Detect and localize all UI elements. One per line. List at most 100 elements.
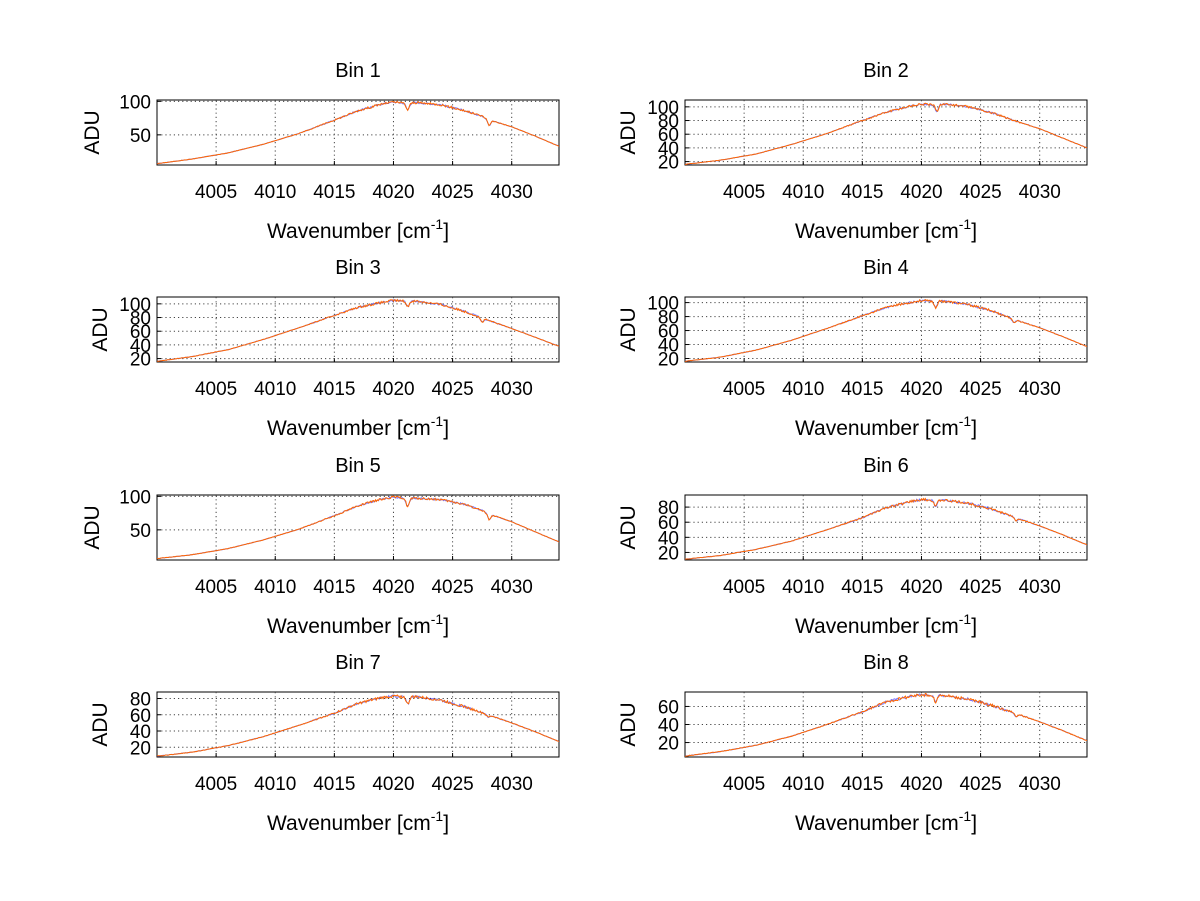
x-axis-label: Wavenumber [cm-1] — [267, 216, 449, 243]
y-tick-label: 60 — [658, 125, 679, 146]
y-tick-label: 20 — [130, 350, 151, 371]
y-axis-label: ADU — [617, 505, 640, 549]
x-tick-label: 4005 — [195, 379, 237, 400]
x-tick-label: 4005 — [195, 774, 237, 795]
y-tick-label: 60 — [130, 322, 151, 343]
y-tick-label: 60 — [658, 513, 679, 534]
y-tick-label: 100 — [647, 294, 679, 315]
x-tick-label: 4005 — [195, 182, 237, 203]
x-tick-label: 4005 — [723, 182, 765, 203]
x-axis-label-superscript: -1 — [431, 808, 444, 824]
x-tick-label: 4005 — [723, 379, 765, 400]
subplot-title: Bin 1 — [335, 60, 381, 82]
y-tick-label: 40 — [130, 722, 151, 743]
x-tick-label: 4030 — [491, 379, 533, 400]
x-axis-label: Wavenumber [cm-1] — [795, 216, 977, 243]
x-axis-label-superscript: -1 — [959, 611, 972, 627]
x-axis-label-end: ] — [971, 812, 977, 835]
x-tick-label: 4025 — [431, 182, 473, 203]
x-tick-label: 4015 — [313, 577, 355, 598]
x-tick-label: 4025 — [959, 774, 1001, 795]
y-tick-label: 40 — [658, 716, 679, 737]
x-tick-label: 4030 — [1019, 577, 1061, 598]
x-axis-label-end: ] — [443, 812, 449, 835]
x-axis-label-end: ] — [443, 615, 449, 638]
y-tick-label: 60 — [130, 706, 151, 727]
y-axis-label: ADU — [81, 505, 104, 549]
x-axis-label-main: Wavenumber [cm — [267, 812, 431, 835]
plot-area — [684, 494, 1088, 561]
y-tick-label: 40 — [658, 139, 679, 160]
x-axis-label-main: Wavenumber [cm — [267, 615, 431, 638]
y-tick-label: 80 — [130, 690, 151, 711]
x-tick-label: 4030 — [1019, 379, 1061, 400]
x-tick-label: 4005 — [723, 774, 765, 795]
y-tick-label: 20 — [658, 734, 679, 755]
x-tick-label: 4025 — [959, 182, 1001, 203]
x-tick-label: 4015 — [313, 182, 355, 203]
x-tick-label: 4010 — [254, 182, 296, 203]
x-tick-label: 4020 — [900, 379, 942, 400]
y-tick-label: 50 — [130, 521, 151, 542]
x-tick-label: 4025 — [959, 577, 1001, 598]
y-tick-label: 20 — [658, 543, 679, 564]
series-line-b — [685, 692, 1087, 757]
y-tick-label: 40 — [130, 336, 151, 357]
x-axis-label: Wavenumber [cm-1] — [267, 413, 449, 440]
y-tick-label: 80 — [658, 112, 679, 133]
x-tick-label: 4010 — [254, 577, 296, 598]
x-axis-label-superscript: -1 — [959, 413, 972, 429]
x-tick-label: 4020 — [372, 774, 414, 795]
series-line-b — [157, 495, 559, 560]
x-tick-label: 4010 — [782, 774, 824, 795]
x-axis-label-end: ] — [971, 417, 977, 440]
y-tick-label: 100 — [119, 487, 151, 508]
y-tick-label: 80 — [658, 308, 679, 329]
x-tick-label: 4010 — [254, 379, 296, 400]
y-axis-label: ADU — [617, 702, 640, 746]
y-tick-label: 40 — [658, 528, 679, 549]
x-tick-label: 4025 — [959, 379, 1001, 400]
subplot-title: Bin 5 — [335, 455, 381, 477]
subplot-title: Bin 4 — [863, 257, 909, 279]
x-tick-label: 4030 — [491, 577, 533, 598]
x-axis-label: Wavenumber [cm-1] — [795, 611, 977, 638]
series-line-b — [157, 694, 559, 757]
y-tick-label: 100 — [647, 98, 679, 119]
y-tick-label: 100 — [119, 92, 151, 113]
x-tick-label: 4010 — [782, 379, 824, 400]
subplot-1: 4005 4010 4015 4020 4025 4030 50 100 Bin 1 Wavenu… — [81, 60, 560, 243]
x-axis-label-main: Wavenumber [cm — [267, 417, 431, 440]
y-tick-label: 40 — [658, 336, 679, 357]
x-axis-label-main: Wavenumber [cm — [795, 615, 959, 638]
x-axis-label: Wavenumber [cm-1] — [267, 611, 449, 638]
y-tick-label: 20 — [658, 153, 679, 174]
subplot-title: Bin 2 — [863, 60, 909, 82]
y-tick-label: 20 — [130, 738, 151, 759]
x-tick-label: 4015 — [841, 379, 883, 400]
series-line-b — [157, 298, 559, 362]
subplot-title: Bin 7 — [335, 652, 381, 674]
y-tick-label: 80 — [130, 309, 151, 330]
x-axis-label-end: ] — [443, 417, 449, 440]
y-axis-label: ADU — [89, 702, 112, 746]
x-tick-label: 4010 — [782, 577, 824, 598]
y-tick-label: 60 — [658, 322, 679, 343]
x-tick-label: 4015 — [313, 379, 355, 400]
x-axis-label-main: Wavenumber [cm — [795, 417, 959, 440]
x-tick-label: 4025 — [431, 379, 473, 400]
x-tick-label: 4030 — [1019, 774, 1061, 795]
y-tick-label: 60 — [658, 697, 679, 718]
series-line-b — [685, 102, 1087, 165]
x-axis-label-superscript: -1 — [959, 808, 972, 824]
x-axis-label-end: ] — [971, 615, 977, 638]
x-tick-label: 4010 — [782, 182, 824, 203]
x-axis-label: Wavenumber [cm-1] — [267, 808, 449, 835]
y-tick-label: 20 — [658, 350, 679, 371]
x-tick-label: 4015 — [313, 774, 355, 795]
x-axis-label-main: Wavenumber [cm — [267, 220, 431, 243]
